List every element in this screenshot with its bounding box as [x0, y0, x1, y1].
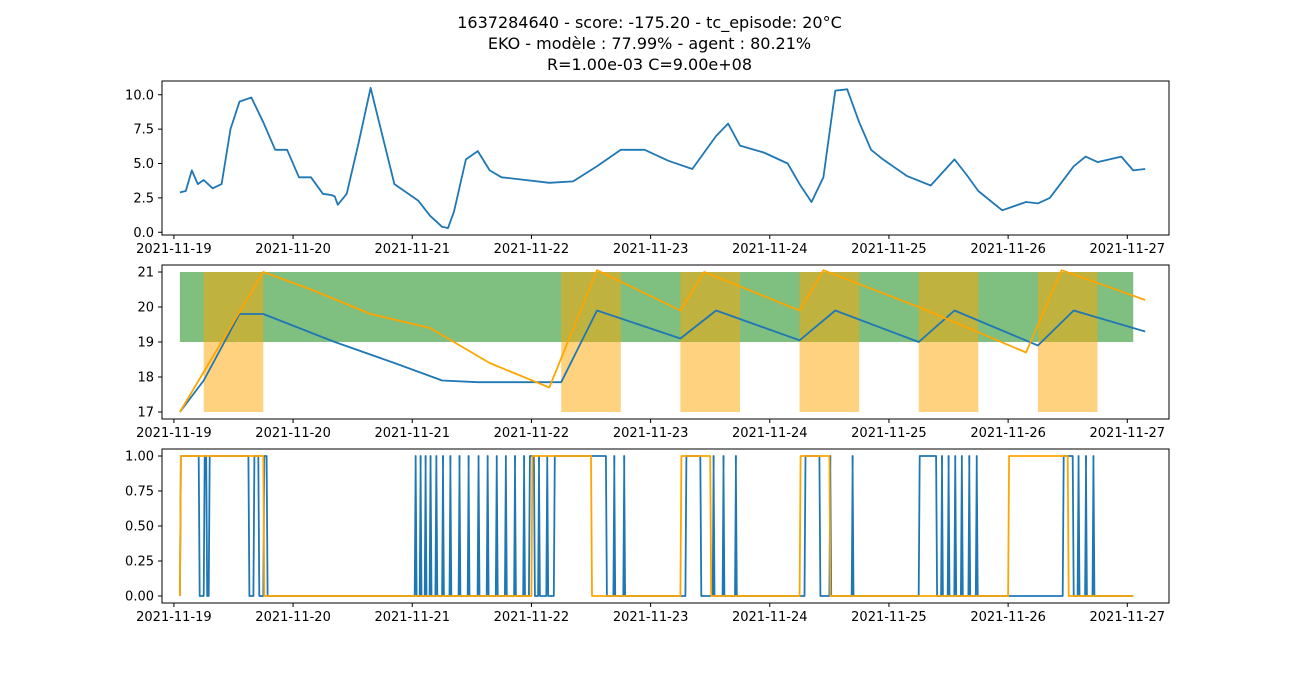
y-tick-label: 0.00: [125, 590, 154, 605]
series-blue-line: [179, 455, 1134, 597]
series-orange-line: [179, 455, 1134, 597]
comfort-band: [179, 272, 1134, 342]
y-tick-label: 1.00: [125, 450, 154, 465]
y-tick-label: 2.5: [133, 191, 154, 206]
x-tick-label: 2021-11-21: [374, 610, 450, 625]
x-tick-label: 2021-11-23: [613, 242, 689, 257]
x-tick-label: 2021-11-20: [255, 610, 331, 625]
chart-title-line-2: EKO - modèle : 77.99% - agent : 80.21%: [488, 34, 811, 53]
x-tick-label: 2021-11-24: [732, 426, 808, 441]
y-tick-label: 17: [137, 406, 154, 421]
x-tick-label: 2021-11-20: [255, 242, 331, 257]
x-tick-label: 2021-11-21: [374, 426, 450, 441]
outdoor-temperature-panel: 0.0 2.5 5.0 7.5 10.0 2021-11-19 2021-11-20 2021…: [125, 80, 1170, 257]
y-tick-label: 10.0: [125, 88, 154, 103]
chart-title-line-3: R=1.00e-03 C=9.00e+08: [547, 55, 752, 74]
y-tick-label: 19: [137, 336, 154, 351]
indoor-temperature-panel: 17 18 19 20 21 2021-11-19 2021-11-20 2021-11-21…: [136, 264, 1170, 441]
x-tick-label: 2021-11-19: [136, 610, 212, 625]
x-tick-label: 2021-11-27: [1090, 242, 1166, 257]
y-tick-label: 0.50: [125, 520, 154, 535]
x-tick-label: 2021-11-19: [136, 242, 212, 257]
y-tick-label: 20: [137, 301, 154, 316]
series-blue-line: [179, 309, 1146, 413]
x-tick-label: 2021-11-22: [494, 610, 570, 625]
x-tick-label: 2021-11-21: [374, 242, 450, 257]
y-tick-label: 21: [137, 266, 154, 281]
x-tick-label: 2021-11-25: [851, 242, 927, 257]
y-tick-label: 18: [137, 371, 154, 386]
x-tick-label: 2021-11-27: [1090, 426, 1166, 441]
x-tick-label: 2021-11-25: [851, 426, 927, 441]
x-tick-label: 2021-11-22: [494, 426, 570, 441]
occupancy-band-4: [799, 272, 860, 412]
x-tick-label: 2021-11-23: [613, 426, 689, 441]
x-tick-label: 2021-11-24: [732, 610, 808, 625]
y-tick-label: 5.0: [133, 157, 154, 172]
x-tick-label: 2021-11-27: [1090, 610, 1166, 625]
y-tick-label: 0.25: [125, 555, 154, 570]
x-tick-label: 2021-11-25: [851, 610, 927, 625]
series-blue-line: [179, 87, 1146, 229]
x-tick-label: 2021-11-26: [970, 426, 1046, 441]
occupancy-band-3: [680, 272, 740, 412]
x-tick-label: 2021-11-23: [613, 610, 689, 625]
chart-title-line-1: 1637284640 - score: -175.20 - tc_episode…: [457, 13, 842, 33]
x-tick-label: 2021-11-22: [494, 242, 570, 257]
axes-frame: [161, 80, 1170, 236]
occupancy-band-1: [203, 272, 264, 412]
x-tick-label: 2021-11-26: [970, 242, 1046, 257]
x-tick-label: 2021-11-20: [255, 426, 331, 441]
x-tick-label: 2021-11-24: [732, 242, 808, 257]
occupancy-band-5: [918, 272, 979, 412]
occupancy-band-6: [1037, 272, 1098, 412]
x-tick-label: 2021-11-19: [136, 426, 212, 441]
series-orange-line: [179, 269, 1146, 413]
y-tick-label: 7.5: [133, 123, 154, 138]
occupancy-band-2: [561, 272, 621, 412]
y-tick-label: 0.75: [125, 485, 154, 500]
y-tick-label: 0.0: [133, 226, 154, 241]
heating-action-panel: 0.00 0.25 0.50 0.75 1.00 2021-11-19 2021-11-20…: [125, 448, 1170, 625]
x-tick-label: 2021-11-26: [970, 610, 1046, 625]
